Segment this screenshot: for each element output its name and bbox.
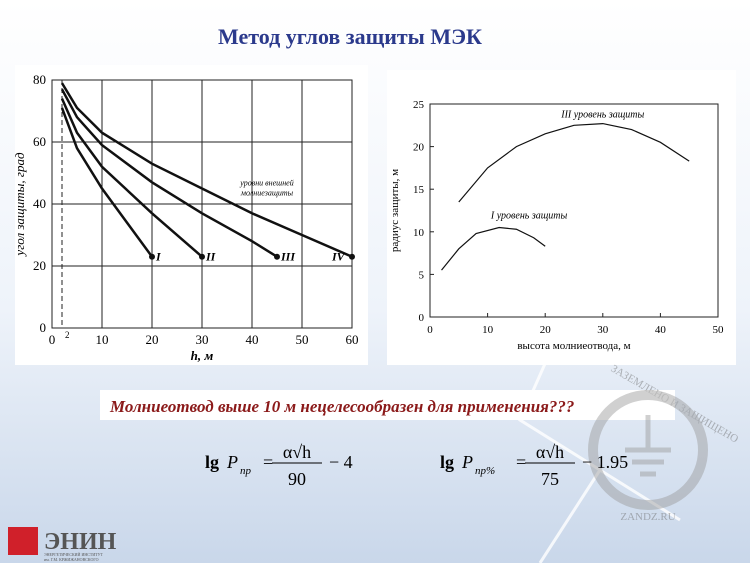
annotation: молниезащиты	[240, 188, 294, 197]
end-point	[274, 253, 280, 260]
series-line	[60, 98, 203, 258]
equals: =	[516, 452, 526, 472]
x-tick-label: 20	[540, 324, 552, 336]
formula-lg: lg	[440, 452, 454, 472]
x-tick-label: 10	[96, 332, 109, 347]
plot-frame	[429, 103, 719, 318]
x-tick-label: 20	[146, 332, 159, 347]
x-axis-label: h, м	[191, 348, 214, 363]
x-tick-label: 0	[49, 332, 56, 347]
banner: Молниеотвод выше 10 м нецелесообразен дл…	[109, 397, 574, 416]
logo: ЭНИН ЭНЕРГЕТИЧЕСКИЙ ИНСТИТУТ им. Г.М. КР…	[8, 527, 117, 562]
formula-lg: lg	[205, 452, 219, 472]
y-tick-label: 5	[419, 269, 425, 281]
formula-sub: пр%	[475, 465, 495, 477]
equals: =	[263, 452, 273, 472]
series-label: III уровень защиты	[560, 110, 644, 121]
end-point	[349, 253, 355, 260]
logo-name: ЭНИН	[44, 529, 117, 555]
x-axis-label: высота молниеотвода, м	[517, 340, 630, 352]
y-tick-label: 80	[33, 72, 46, 87]
formula-den: 75	[541, 469, 559, 489]
x-tick-label: 40	[655, 324, 667, 336]
y-tick-label: 0	[419, 312, 425, 324]
formula-tail: − 4	[329, 452, 353, 472]
series-line	[60, 88, 278, 258]
y-tick-label: 20	[413, 142, 425, 154]
series-line	[60, 82, 353, 258]
series-line	[441, 226, 546, 271]
annotation: уровни внешней	[239, 178, 293, 187]
watermark-ring	[588, 390, 708, 510]
series-label: II	[205, 250, 217, 264]
chart-panel	[15, 65, 368, 365]
x-tick-label: 30	[196, 332, 209, 347]
formula-num: α√h	[536, 442, 564, 462]
logo-line: им. Г.М. КРЖИЖАНОВСКОГО	[44, 557, 99, 562]
y-tick-label: 60	[33, 134, 46, 149]
series-label: IV	[331, 250, 346, 264]
y-tick-label: 0	[40, 320, 47, 335]
y-tick-label: 15	[413, 184, 425, 196]
end-point	[199, 253, 205, 260]
series-line	[60, 107, 154, 258]
lightning	[518, 329, 681, 564]
x-tick-label: 50	[713, 324, 725, 336]
logo-line: ЭНЕРГЕТИЧЕСКИЙ ИНСТИТУТ	[44, 552, 103, 557]
series-label: I уровень защиты	[490, 211, 568, 222]
plot-frame	[51, 79, 353, 329]
x-tick-label: 40	[246, 332, 259, 347]
y-tick-label: 25	[413, 99, 425, 111]
title: Метод углов защиты МЭК	[218, 24, 482, 49]
formula-den: 90	[288, 469, 306, 489]
formula-num: α√h	[283, 442, 311, 462]
y-tick-label: 20	[33, 258, 46, 273]
x-tick-label: 10	[482, 324, 494, 336]
formula-tail: − 1.95	[582, 452, 628, 472]
series-label: I	[155, 250, 162, 264]
logo-icon	[8, 527, 38, 555]
end-point	[149, 253, 155, 260]
x-tick-label: 0	[427, 324, 433, 336]
y-tick-label: 10	[413, 227, 425, 239]
series-label: III	[280, 250, 296, 264]
formula-sub: пр	[240, 465, 252, 477]
watermark-site: ZANDZ.RU	[620, 511, 675, 523]
series-line	[458, 122, 690, 203]
chart-panel	[387, 70, 736, 365]
reference-label: 2	[65, 330, 70, 340]
x-tick-label: 60	[346, 332, 359, 347]
ground-icon	[625, 415, 671, 477]
y-axis-label: угол защиты, град	[12, 152, 27, 258]
banner-box	[100, 390, 675, 420]
y-tick-label: 40	[33, 196, 46, 211]
formula-p: P	[226, 452, 238, 472]
x-tick-label: 30	[597, 324, 609, 336]
formula-p: P	[461, 452, 473, 472]
x-tick-label: 50	[296, 332, 309, 347]
y-axis-label: радиус защиты, м	[389, 169, 401, 252]
